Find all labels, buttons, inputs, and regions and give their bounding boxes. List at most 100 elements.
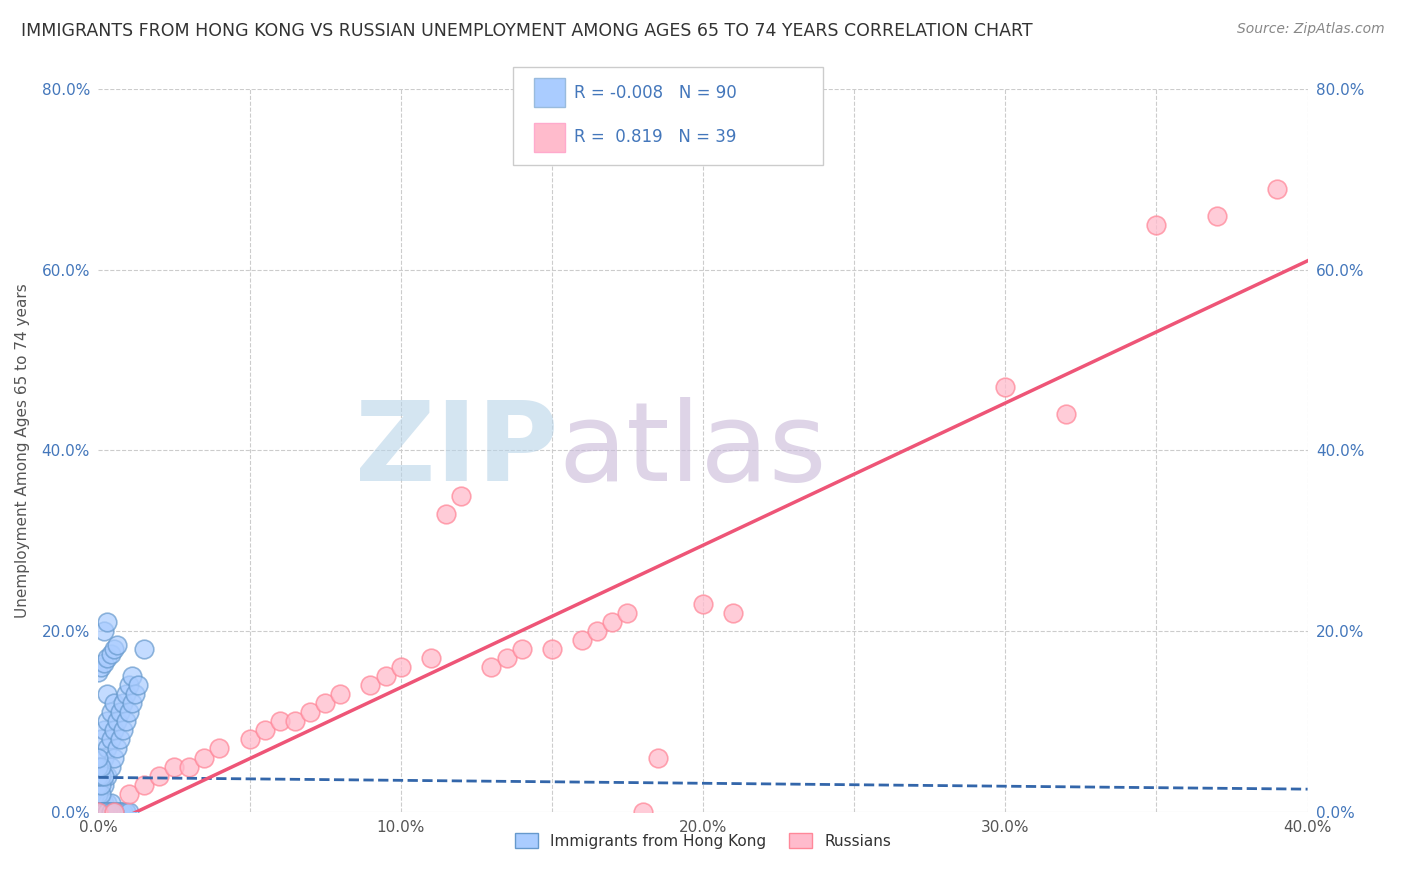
Point: [96, 651, 118, 665]
Point: [87, 805, 110, 819]
Point: [93, 624, 115, 639]
Point: [127, 678, 149, 692]
Point: [602, 615, 624, 629]
Point: [121, 669, 143, 683]
Point: [118, 805, 141, 819]
Point: [103, 805, 125, 819]
Point: [103, 750, 125, 764]
Point: [103, 642, 125, 657]
Point: [723, 606, 745, 620]
Point: [96, 805, 118, 819]
Point: [87, 778, 110, 792]
Point: [434, 507, 457, 521]
Point: [93, 750, 115, 764]
Point: [510, 642, 533, 657]
Point: [90, 769, 112, 783]
Point: [994, 380, 1017, 394]
Text: R = -0.008   N = 90: R = -0.008 N = 90: [574, 84, 737, 102]
Point: [374, 669, 396, 683]
Point: [481, 660, 503, 674]
Text: ZIP: ZIP: [354, 397, 558, 504]
Point: [93, 805, 115, 819]
Point: [253, 723, 276, 738]
Point: [96, 805, 118, 819]
Point: [100, 805, 122, 819]
Text: R =  0.819   N = 39: R = 0.819 N = 39: [574, 128, 735, 146]
Y-axis label: Unemployment Among Ages 65 to 74 years: Unemployment Among Ages 65 to 74 years: [15, 283, 31, 618]
Point: [114, 714, 136, 729]
Point: [93, 805, 115, 819]
Point: [1144, 218, 1167, 232]
Point: [299, 706, 322, 720]
Point: [163, 759, 186, 773]
Point: [118, 787, 141, 801]
Point: [100, 647, 122, 661]
Point: [100, 805, 122, 819]
Point: [495, 651, 517, 665]
Point: [121, 697, 143, 711]
Point: [100, 796, 122, 810]
Point: [90, 778, 112, 792]
Point: [87, 796, 110, 810]
Point: [314, 697, 336, 711]
Point: [631, 805, 654, 819]
Point: [647, 750, 669, 764]
Point: [103, 697, 125, 711]
Point: [96, 615, 118, 629]
Point: [114, 805, 136, 819]
Point: [100, 805, 122, 819]
Point: [389, 660, 412, 674]
Point: [90, 796, 112, 810]
Point: [329, 687, 352, 701]
Point: [118, 678, 141, 692]
Point: [87, 805, 110, 819]
Point: [87, 750, 110, 764]
Point: [193, 750, 215, 764]
Point: [111, 697, 134, 711]
Point: [239, 732, 262, 747]
Point: [540, 642, 562, 657]
Point: [90, 805, 112, 819]
Text: IMMIGRANTS FROM HONG KONG VS RUSSIAN UNEMPLOYMENT AMONG AGES 65 TO 74 YEARS CORR: IMMIGRANTS FROM HONG KONG VS RUSSIAN UNE…: [21, 22, 1033, 40]
Point: [90, 805, 112, 819]
Point: [93, 805, 115, 819]
Point: [90, 759, 112, 773]
Point: [87, 759, 110, 773]
Point: [93, 805, 115, 819]
Point: [208, 741, 231, 756]
Point: [87, 787, 110, 801]
Point: [103, 805, 125, 819]
Point: [90, 732, 112, 747]
Point: [105, 638, 128, 652]
Point: [1054, 407, 1077, 422]
Point: [105, 741, 128, 756]
Point: [1267, 181, 1289, 195]
Point: [96, 714, 118, 729]
Point: [90, 805, 112, 819]
Point: [108, 805, 131, 819]
Point: [108, 706, 131, 720]
Point: [108, 805, 131, 819]
Point: [100, 759, 122, 773]
Point: [96, 805, 118, 819]
Point: [132, 642, 155, 657]
Point: [132, 778, 155, 792]
Point: [105, 714, 128, 729]
Point: [105, 805, 128, 819]
Point: [111, 723, 134, 738]
Point: [100, 805, 122, 819]
Point: [87, 805, 110, 819]
Point: [87, 805, 110, 819]
Point: [93, 796, 115, 810]
Point: [108, 732, 131, 747]
Point: [103, 805, 125, 819]
Point: [616, 606, 638, 620]
Point: [93, 656, 115, 670]
Point: [179, 759, 201, 773]
Point: [87, 665, 110, 679]
Point: [114, 805, 136, 819]
Point: [87, 787, 110, 801]
Point: [96, 796, 118, 810]
Point: [93, 769, 115, 783]
Point: [103, 805, 125, 819]
